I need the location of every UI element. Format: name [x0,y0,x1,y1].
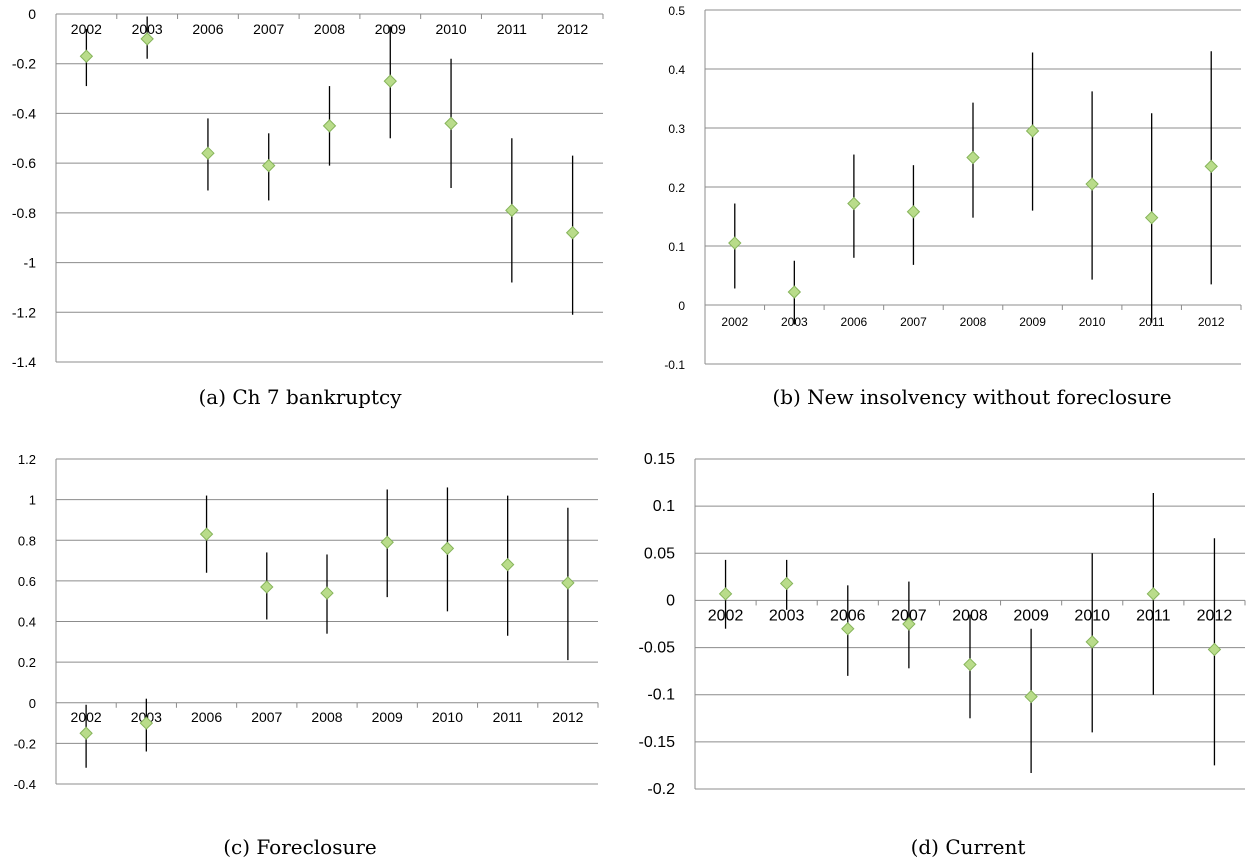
chart-caption: (c) Foreclosure [223,835,377,859]
y-tick-label: 0.15 [644,451,675,468]
y-tick-label: 0.2 [18,655,36,670]
data-point [1024,689,1038,704]
x-category-label: 2012 [557,21,588,37]
data-point [779,576,794,591]
y-tick-label: 0.1 [653,498,675,515]
x-category-label: 2008 [314,21,345,37]
data-point [440,541,455,556]
data-point [787,285,802,299]
data-point [565,226,580,240]
data-point [728,236,742,250]
data-point [500,557,515,572]
y-tick-label: 0.05 [644,545,675,562]
x-category-label: 2009 [1013,607,1049,624]
y-tick-label: 0.6 [18,574,36,589]
x-category-label: 2012 [1198,315,1225,329]
x-category-label: 2008 [960,315,987,329]
x-category-label: 2009 [372,709,403,725]
data-point [1207,642,1222,657]
x-category-label: 2007 [253,21,284,37]
y-tick-label: -0.2 [647,781,675,798]
chart-caption: (b) New insolvency without foreclosure [772,385,1171,409]
data-point [262,158,276,173]
data-point [1025,124,1040,138]
data-point [902,617,916,631]
data-point [718,587,733,601]
y-tick-label: -0.2 [12,56,36,72]
data-point [322,119,337,133]
y-tick-label: -0.6 [12,155,36,171]
y-tick-label: 0 [28,6,36,22]
y-tick-label: -1 [24,255,37,271]
data-point [847,196,861,211]
data-point [1146,587,1161,601]
data-point [1204,159,1218,174]
x-category-label: 2002 [721,315,748,329]
y-tick-label: -0.1 [647,687,675,704]
x-category-label: 2010 [435,21,466,37]
y-tick-label: 0 [678,299,685,313]
y-tick-label: 1.2 [18,452,36,467]
chart-caption: (d) Current [911,835,1026,859]
y-tick-label: -0.8 [12,205,36,221]
data-point [320,586,334,600]
data-point [841,622,855,636]
y-tick-label: 0 [666,592,675,609]
data-point [963,657,977,672]
data-point [380,535,394,549]
y-tick-label: -0.1 [664,358,685,372]
x-category-label: 2007 [900,315,927,329]
chart-caption: (a) Ch 7 bankruptcy [198,385,402,409]
data-point [201,146,215,160]
data-point [79,49,94,63]
data-point [1144,210,1159,225]
chart-panel-2: 1.210.80.60.40.20-0.2-0.4200220032006200… [14,452,599,859]
x-category-label: 2006 [841,315,868,329]
y-tick-label: -1.2 [12,304,36,320]
x-category-label: 2011 [497,21,527,37]
y-tick-label: 1 [29,493,36,508]
x-category-label: 2011 [493,709,523,725]
x-category-label: 2009 [1019,315,1046,329]
x-category-label: 2003 [769,607,805,624]
y-tick-label: -0.15 [639,734,676,751]
data-point [906,205,921,219]
y-tick-label: 0 [29,696,36,711]
x-category-label: 2012 [552,709,583,725]
data-point [260,580,274,594]
y-tick-label: 0.5 [668,4,685,18]
y-tick-label: 0.2 [668,181,685,195]
y-tick-label: 0.1 [668,240,685,254]
x-category-label: 2006 [191,709,222,725]
data-point [139,716,154,730]
y-tick-label: -0.2 [14,736,36,751]
data-point [505,203,519,218]
y-tick-label: -0.4 [12,105,36,121]
data-point [966,150,980,165]
data-point [561,576,575,590]
x-category-label: 2008 [311,709,342,725]
y-tick-label: 0.4 [18,615,36,630]
data-point [444,116,458,131]
y-tick-label: 0.4 [668,63,685,77]
data-point [199,527,214,541]
data-point [1085,635,1099,649]
x-category-label: 2007 [251,709,282,725]
y-tick-label: 0.8 [18,533,36,548]
data-point [1085,177,1099,191]
data-point [383,74,397,88]
data-point [79,726,93,740]
data-point [140,32,154,46]
y-tick-label: -1.4 [12,354,36,370]
y-tick-label: 0.3 [668,122,685,136]
x-category-label: 2010 [432,709,463,725]
x-category-label: 2006 [192,21,223,37]
y-tick-label: -0.4 [14,777,36,792]
x-category-label: 2010 [1079,315,1106,329]
y-tick-label: -0.05 [639,640,676,657]
